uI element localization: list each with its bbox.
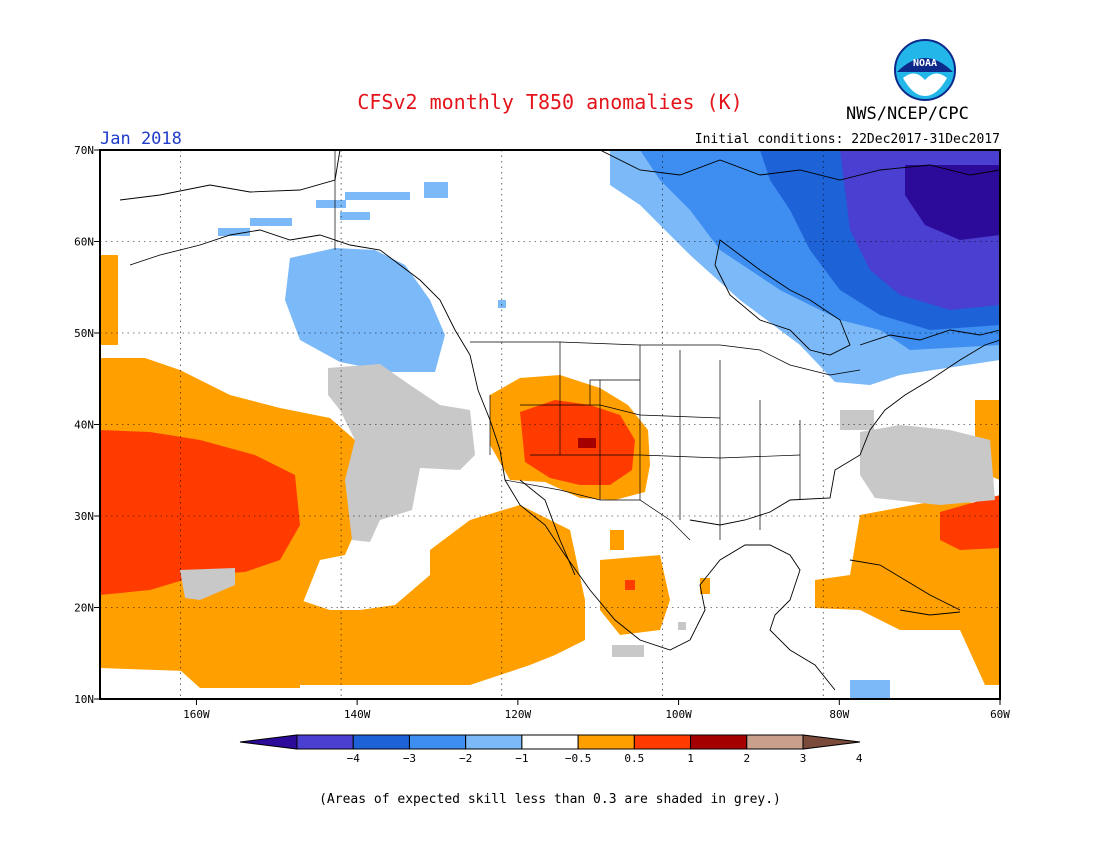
lat-label: 70N xyxy=(74,144,94,157)
colorbar: −4 −3 −2 −1 −0.5 0.5 1 2 3 4 xyxy=(239,734,863,765)
noaa-logo: NOAA xyxy=(893,38,957,102)
colorbar-swatch xyxy=(408,734,467,750)
lat-label: 30N xyxy=(74,510,94,523)
colorbar-swatch xyxy=(577,734,635,750)
low-skill-region xyxy=(180,364,995,657)
colorbar-label: 4 xyxy=(856,752,863,765)
colorbar-label: −3 xyxy=(403,752,416,765)
footnote: (Areas of expected skill less than 0.3 a… xyxy=(319,792,781,807)
agency-label: NWS/NCEP/CPC xyxy=(846,104,969,124)
colorbar-label: 2 xyxy=(743,752,750,765)
colorbar-min-arrow xyxy=(239,734,298,750)
colorbar-max-arrow xyxy=(802,734,861,750)
lat-label: 10N xyxy=(74,693,94,706)
lon-label: 140W xyxy=(344,708,371,721)
borders xyxy=(334,150,861,541)
graticule xyxy=(100,150,1000,699)
lat-label: 20N xyxy=(74,602,94,615)
colorbar-label: −4 xyxy=(347,752,361,765)
colorbar-label: −2 xyxy=(459,752,472,765)
colorbar-swatch xyxy=(352,734,410,750)
colorbar-swatch xyxy=(296,734,354,750)
strong-warm-anomaly-region xyxy=(100,400,1000,595)
cold-anomaly-region xyxy=(218,150,1000,699)
colorbar-swatch xyxy=(633,734,692,750)
lon-label: 100W xyxy=(665,708,692,721)
colorbar-label: −0.5 xyxy=(565,752,592,765)
colorbar-label: 1 xyxy=(687,752,694,765)
colorbar-swatch xyxy=(521,734,579,750)
lon-label: 160W xyxy=(183,708,210,721)
initial-conditions: Initial conditions: 22Dec2017-31Dec2017 xyxy=(694,132,1000,147)
lat-label: 60N xyxy=(74,236,94,249)
colorbar-label: 3 xyxy=(800,752,807,765)
colorbar-label: 0.5 xyxy=(624,752,644,765)
lon-label: 80W xyxy=(829,708,849,721)
chart-title: CFSv2 monthly T850 anomalies (K) xyxy=(357,90,743,114)
lon-label: 120W xyxy=(505,708,532,721)
coastlines xyxy=(119,150,1000,691)
lat-label: 50N xyxy=(74,327,94,340)
colorbar-label: −1 xyxy=(515,752,528,765)
lat-label: 40N xyxy=(74,419,94,432)
colorbar-swatch xyxy=(746,734,804,750)
colorbar-swatch xyxy=(690,734,748,750)
valid-month: Jan 2018 xyxy=(100,129,182,149)
lon-label: 60W xyxy=(990,708,1010,721)
colorbar-swatch xyxy=(465,734,523,750)
svg-text:NOAA: NOAA xyxy=(913,58,937,69)
